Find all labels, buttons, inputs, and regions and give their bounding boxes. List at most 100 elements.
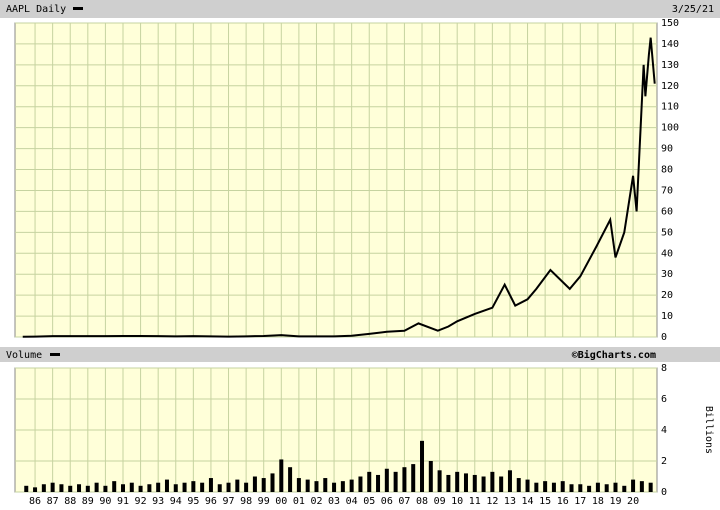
y-tick-label: 130 (661, 60, 679, 71)
y-tick-label: 90 (661, 144, 673, 155)
y-tick-label: 30 (661, 269, 673, 280)
volume-bar (270, 473, 275, 492)
y-tick-label: 120 (661, 81, 679, 92)
y-tick-label: 100 (661, 123, 679, 134)
y-tick-label: 80 (661, 165, 673, 176)
x-tick-label: 96 (205, 496, 217, 507)
volume-bar (420, 440, 425, 492)
y-tick-label: 70 (661, 185, 673, 196)
y-tick-label: 50 (661, 227, 673, 238)
volume-bar (103, 485, 108, 492)
volume-title: Volume (6, 350, 42, 361)
y-tick-label: 20 (661, 290, 673, 301)
volume-bar (569, 484, 574, 492)
volume-bar (129, 482, 134, 492)
volume-bar (499, 476, 504, 492)
volume-bar (490, 471, 495, 492)
y-tick-label: 8 (661, 363, 667, 374)
volume-bar (543, 481, 548, 492)
x-tick-label: 08 (416, 496, 428, 507)
volume-bar (463, 473, 468, 492)
volume-bar (631, 479, 636, 492)
volume-bar (0, 347, 720, 362)
x-tick-label: 02 (310, 496, 322, 507)
volume-bar (288, 467, 293, 492)
volume-bar (613, 482, 618, 492)
volume-bar (437, 470, 442, 492)
y-tick-label: 0 (661, 332, 667, 343)
volume-bar (639, 481, 644, 492)
x-tick-label: 17 (574, 496, 586, 507)
x-tick-label: 19 (609, 496, 621, 507)
volume-bar (217, 484, 222, 492)
volume-bar (648, 482, 653, 492)
volume-bar (94, 482, 99, 492)
volume-bar (85, 485, 90, 492)
x-tick-label: 01 (293, 496, 305, 507)
volume-bar (191, 481, 196, 492)
volume-bar (41, 484, 46, 492)
volume-bar (516, 478, 521, 492)
volume-bar (208, 478, 213, 492)
volume-bar (384, 468, 389, 492)
x-tick-label: 07 (398, 496, 410, 507)
y-tick-label: 10 (661, 311, 673, 322)
x-tick-label: 15 (539, 496, 551, 507)
legend-swatch (73, 7, 83, 10)
x-tick-label: 10 (451, 496, 463, 507)
volume-bar (164, 479, 169, 492)
volume-bar (367, 471, 372, 492)
x-tick-label: 86 (29, 496, 41, 507)
x-tick-label: 88 (64, 496, 76, 507)
volume-bar (182, 482, 187, 492)
volume-bar (261, 478, 266, 492)
volume-bar (376, 474, 381, 492)
volume-bar (156, 482, 161, 492)
y-tick-label: 140 (661, 39, 679, 50)
volume-bar (472, 474, 477, 492)
header-bar (0, 0, 720, 18)
volume-bar (244, 482, 249, 492)
x-tick-label: 05 (363, 496, 375, 507)
volume-bar (296, 478, 301, 492)
volume-bar (68, 485, 73, 492)
x-tick-label: 04 (346, 496, 358, 507)
volume-bar (112, 481, 117, 492)
x-tick-label: 13 (504, 496, 516, 507)
volume-bar (587, 485, 592, 492)
volume-bar (173, 484, 178, 492)
x-tick-label: 94 (170, 496, 182, 507)
x-tick-label: 16 (557, 496, 569, 507)
y-tick-label: 2 (661, 456, 667, 467)
volume-bar (50, 482, 55, 492)
x-tick-label: 95 (187, 496, 199, 507)
volume-bar (332, 482, 337, 492)
x-tick-label: 20 (627, 496, 639, 507)
y-tick-label: 150 (661, 18, 679, 29)
volume-bar (349, 479, 354, 492)
volume-bar (481, 476, 486, 492)
x-tick-label: 00 (275, 496, 287, 507)
volume-bar (595, 482, 600, 492)
x-tick-label: 92 (135, 496, 147, 507)
legend-swatch (50, 353, 60, 356)
x-tick-label: 87 (47, 496, 59, 507)
volume-bar (323, 478, 328, 492)
x-tick-label: 89 (82, 496, 94, 507)
volume-bar (200, 482, 205, 492)
y-tick-label: 60 (661, 206, 673, 217)
x-tick-label: 06 (381, 496, 393, 507)
volume-bar (305, 479, 310, 492)
y-axis-label: Billions (703, 406, 714, 454)
volume-bar (428, 461, 433, 492)
y-tick-label: 4 (661, 425, 667, 436)
volume-bar (358, 476, 363, 492)
x-tick-label: 90 (99, 496, 111, 507)
y-tick-label: 110 (661, 102, 679, 113)
price-line (22, 37, 656, 338)
volume-bar (402, 467, 407, 492)
volume-bar (340, 481, 345, 492)
volume-bar (314, 481, 319, 492)
volume-bar (560, 481, 565, 492)
y-tick-label: 6 (661, 394, 667, 405)
